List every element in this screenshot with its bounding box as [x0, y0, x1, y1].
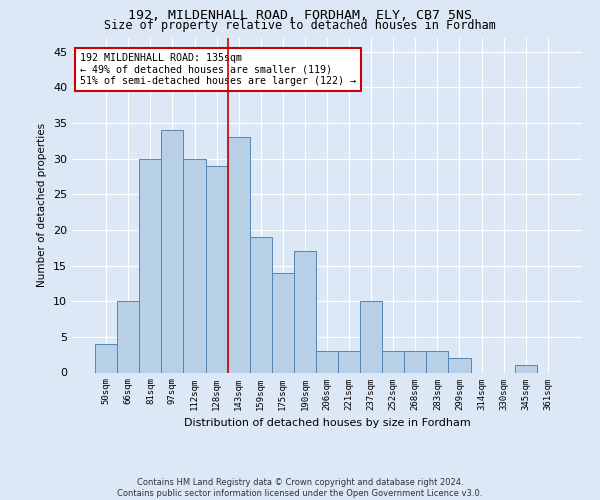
Bar: [294, 252, 316, 372]
Text: Contains HM Land Registry data © Crown copyright and database right 2024.
Contai: Contains HM Land Registry data © Crown c…: [118, 478, 482, 498]
Text: Size of property relative to detached houses in Fordham: Size of property relative to detached ho…: [104, 19, 496, 32]
Bar: [360, 301, 382, 372]
Bar: [404, 351, 427, 372]
X-axis label: Distribution of detached houses by size in Fordham: Distribution of detached houses by size …: [184, 418, 470, 428]
Bar: [206, 166, 227, 372]
Bar: [427, 351, 448, 372]
Bar: [117, 301, 139, 372]
Bar: [95, 344, 117, 372]
Bar: [161, 130, 184, 372]
Bar: [515, 366, 537, 372]
Bar: [448, 358, 470, 372]
Text: 192, MILDENHALL ROAD, FORDHAM, ELY, CB7 5NS: 192, MILDENHALL ROAD, FORDHAM, ELY, CB7 …: [128, 9, 472, 22]
Bar: [227, 138, 250, 372]
Bar: [382, 351, 404, 372]
Bar: [272, 272, 294, 372]
Bar: [316, 351, 338, 372]
Y-axis label: Number of detached properties: Number of detached properties: [37, 123, 47, 287]
Bar: [250, 237, 272, 372]
Text: 192 MILDENHALL ROAD: 135sqm
← 49% of detached houses are smaller (119)
51% of se: 192 MILDENHALL ROAD: 135sqm ← 49% of det…: [80, 52, 356, 86]
Bar: [184, 158, 206, 372]
Bar: [139, 158, 161, 372]
Bar: [338, 351, 360, 372]
